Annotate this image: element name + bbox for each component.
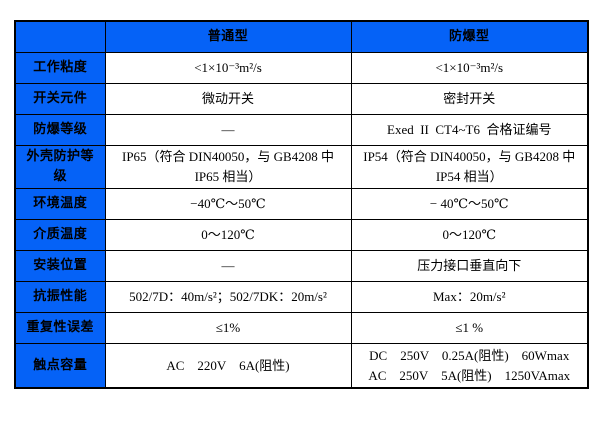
row-header-vibration-resistance: 抗振性能 xyxy=(14,281,106,314)
cell-mounting-position-ordinary: — xyxy=(104,250,352,283)
cell-working-viscosity-explosion: <1×10⁻³m²/s xyxy=(350,52,589,84)
table-row: 重复性误差 ≤1% ≤1 % xyxy=(14,312,589,345)
table-row: 触点容量 AC 220V 6A(阻性) DC 250V 0.25A(阻性) 60… xyxy=(14,343,589,389)
cell-enclosure-protection-explosion: IP54（符合 DIN40050，与 GB4208 中 IP54 相当） xyxy=(350,144,589,190)
cell-repeatability-error-ordinary: ≤1% xyxy=(104,312,352,345)
cell-explosion-proof-grade-ordinary: — xyxy=(104,114,352,146)
cell-contact-rating-explosion: DC 250V 0.25A(阻性) 60Wmax AC 250V 5A(阻性) … xyxy=(350,343,589,389)
table-row: 安装位置 — 压力接口垂直向下 xyxy=(14,250,589,283)
table-row: 防爆等级 — Exed II CT4~T6 合格证编号 xyxy=(14,114,589,146)
cell-explosion-proof-grade-explosion: Exed II CT4~T6 合格证编号 xyxy=(350,114,589,146)
cell-vibration-resistance-explosion: Max：20m/s² xyxy=(350,281,589,314)
cell-vibration-resistance-ordinary: 502/7D：40m/s²；502/7DK：20m/s² xyxy=(104,281,352,314)
table-row: 外壳防护等 级 IP65（符合 DIN40050，与 GB4208 中 IP65… xyxy=(14,144,589,190)
cell-switch-element-explosion: 密封开关 xyxy=(350,83,589,115)
row-header-repeatability-error: 重复性误差 xyxy=(14,312,106,345)
cell-switch-element-ordinary: 微动开关 xyxy=(104,83,352,115)
cell-ambient-temperature-explosion: − 40℃～50℃ xyxy=(350,188,589,221)
column-header-ordinary-type: 普通型 xyxy=(104,20,352,53)
row-header-enclosure-protection-grade: 外壳防护等 级 xyxy=(14,144,106,190)
header-row: 普通型 防爆型 xyxy=(14,20,589,53)
cell-mounting-position-explosion: 压力接口垂直向下 xyxy=(350,250,589,283)
table-row: 环境温度 −40℃～50℃ − 40℃～50℃ xyxy=(14,188,589,221)
corner-cell xyxy=(14,20,106,53)
row-header-working-viscosity: 工作粘度 xyxy=(14,52,106,84)
column-header-explosion-proof-type: 防爆型 xyxy=(350,20,589,53)
row-header-mounting-position: 安装位置 xyxy=(14,250,106,283)
cell-ambient-temperature-ordinary: −40℃～50℃ xyxy=(104,188,352,221)
table-row: 介质温度 0～120℃ 0～120℃ xyxy=(14,219,589,252)
cell-working-viscosity-ordinary: <1×10⁻³m²/s xyxy=(104,52,352,84)
spec-table: 普通型 防爆型 工作粘度 <1×10⁻³m²/s <1×10⁻³m²/s 开关元… xyxy=(14,20,589,390)
cell-enclosure-protection-ordinary: IP65（符合 DIN40050，与 GB4208 中 IP65 相当） xyxy=(104,144,352,190)
cell-repeatability-error-explosion: ≤1 % xyxy=(350,312,589,345)
row-header-contact-rating: 触点容量 xyxy=(14,343,106,389)
row-header-medium-temperature: 介质温度 xyxy=(14,219,106,252)
table-row: 开关元件 微动开关 密封开关 xyxy=(14,83,589,115)
row-header-explosion-proof-grade: 防爆等级 xyxy=(14,114,106,146)
cell-medium-temperature-ordinary: 0～120℃ xyxy=(104,219,352,252)
table-row: 抗振性能 502/7D：40m/s²；502/7DK：20m/s² Max：20… xyxy=(14,281,589,314)
table-row: 工作粘度 <1×10⁻³m²/s <1×10⁻³m²/s xyxy=(14,52,589,84)
row-header-ambient-temperature: 环境温度 xyxy=(14,188,106,221)
row-header-switch-element: 开关元件 xyxy=(14,83,106,115)
cell-contact-rating-ordinary: AC 220V 6A(阻性) xyxy=(104,343,352,389)
cell-medium-temperature-explosion: 0～120℃ xyxy=(350,219,589,252)
